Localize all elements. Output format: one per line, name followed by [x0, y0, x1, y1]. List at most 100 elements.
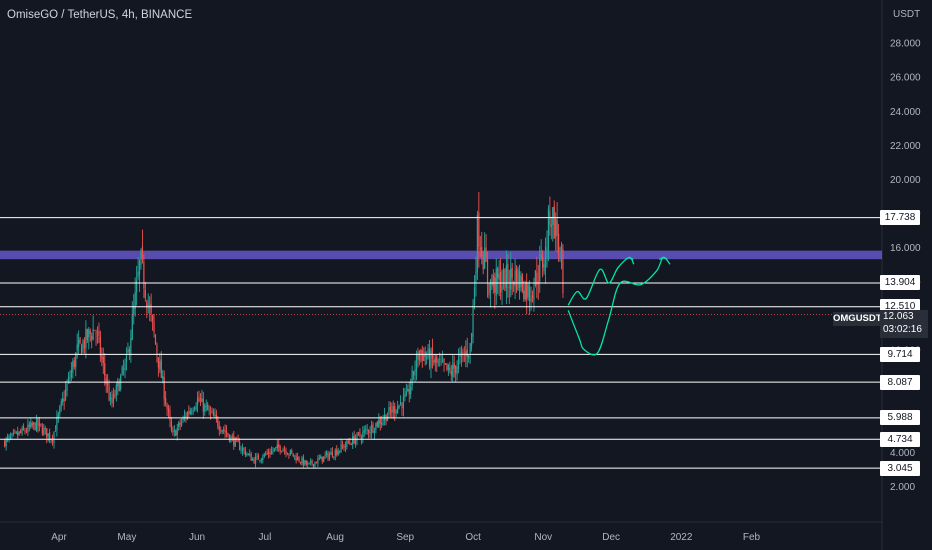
candle-body — [472, 305, 474, 337]
candle-body — [176, 427, 178, 435]
candle-body — [254, 456, 257, 465]
current-price-label: 12.063 03:02:16 — [880, 310, 928, 338]
candle-body — [140, 249, 142, 265]
candle-body — [321, 456, 323, 462]
candle-body — [456, 366, 458, 375]
candle-body — [24, 430, 26, 432]
candle-body — [95, 332, 97, 334]
candle-body — [344, 445, 347, 448]
candle-body — [89, 331, 91, 334]
candle-body — [336, 449, 338, 455]
candle-body — [296, 456, 299, 461]
candle-body — [528, 286, 531, 302]
candle-body — [291, 450, 293, 453]
candle-body — [550, 224, 552, 228]
candle-body — [21, 427, 23, 434]
candle-body — [208, 409, 210, 411]
candle-body — [289, 450, 291, 455]
candle-body — [365, 429, 367, 431]
candle-body — [102, 356, 104, 364]
candle-body — [281, 450, 283, 452]
level-price-label: 5.988 — [880, 410, 920, 426]
candle-body — [60, 401, 62, 407]
candle-body — [66, 384, 68, 392]
candle-body — [318, 458, 320, 459]
candle-body — [376, 421, 378, 427]
price-unit-label: USDT — [893, 9, 921, 20]
candle-body — [243, 447, 245, 450]
candle-body — [346, 440, 348, 447]
candle-body — [556, 220, 558, 236]
candle-body — [443, 358, 445, 365]
candle-body — [99, 336, 101, 357]
x-axis-ticks: Apr May Jun Jul Aug Sep Oct Nov Dec 2022 Feb — [51, 532, 760, 543]
candle-body — [170, 421, 173, 431]
candle-body — [537, 281, 539, 283]
candle-body — [341, 445, 344, 447]
candle-body — [485, 247, 487, 262]
bar-countdown: 03:02:16 — [883, 324, 922, 335]
candle-body — [557, 233, 560, 252]
candle-body — [482, 255, 484, 270]
x-tick-label: Sep — [396, 532, 414, 543]
candle-body — [63, 398, 65, 402]
candle-body — [151, 315, 154, 321]
candle-body — [283, 449, 286, 451]
candle-body — [466, 349, 468, 357]
y-tick-label: 20.000 — [890, 175, 921, 186]
candle-body — [160, 359, 162, 378]
candle-body — [330, 452, 332, 455]
candle-body — [560, 244, 563, 252]
candle-body — [363, 430, 365, 433]
x-tick-label: Apr — [51, 532, 67, 543]
candle-body — [159, 361, 161, 370]
candle-body — [312, 463, 315, 467]
candle-body — [421, 350, 423, 361]
candle-body — [404, 394, 406, 398]
candle-body — [157, 357, 159, 368]
candle-body — [73, 360, 75, 367]
candle-body — [128, 348, 130, 353]
candle-body — [314, 461, 316, 467]
candle-body — [423, 353, 425, 362]
candle-body — [389, 406, 391, 411]
candle-body — [172, 431, 174, 433]
x-tick-label: 2022 — [670, 532, 693, 543]
candle-body — [112, 393, 115, 404]
candle-body — [67, 376, 70, 383]
candle-body — [444, 363, 447, 365]
projection-path — [567, 256, 671, 356]
candle-body — [5, 438, 7, 447]
candle-body — [72, 361, 74, 373]
candle-body — [273, 448, 275, 451]
candle-body — [433, 359, 435, 364]
candle-body — [80, 344, 83, 355]
candle-body — [399, 402, 402, 405]
candle-body — [92, 328, 94, 340]
candle-body — [107, 383, 109, 386]
candle-body — [327, 452, 329, 459]
candle-body — [468, 355, 470, 359]
candle-body — [286, 454, 289, 456]
candle-body — [249, 453, 251, 455]
candle-body — [205, 405, 207, 407]
candle-body — [498, 273, 500, 280]
candle-body — [555, 217, 557, 237]
candle-body — [369, 431, 371, 434]
candle-body — [196, 397, 199, 406]
candle-body — [225, 431, 228, 434]
candle-body — [40, 423, 42, 426]
candle-body — [354, 438, 357, 444]
candle-body — [117, 380, 119, 387]
candle-body — [320, 456, 322, 459]
candle-body — [546, 249, 548, 251]
candle-body — [428, 348, 431, 367]
candle-body — [198, 396, 200, 402]
candle-body — [259, 460, 261, 461]
candle-body — [182, 417, 184, 422]
x-tick-label: Aug — [326, 532, 344, 543]
candle-body — [31, 423, 33, 426]
candle-body — [479, 247, 481, 250]
candle-body — [372, 424, 374, 433]
